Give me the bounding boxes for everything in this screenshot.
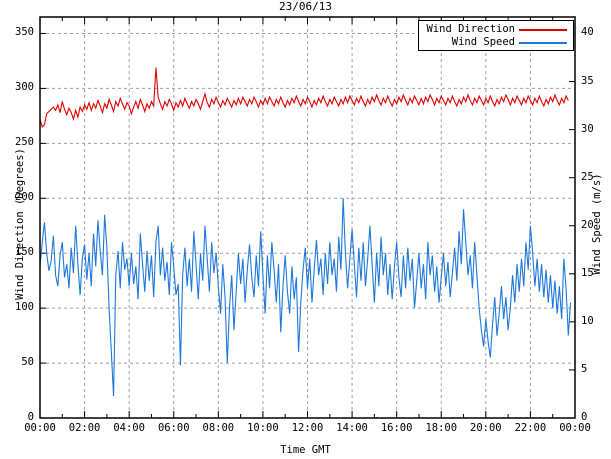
y-tick-label-right: 35 xyxy=(581,74,594,87)
legend-entry-wind-speed: Wind Speed xyxy=(419,36,573,49)
x-tick-label: 08:00 xyxy=(202,422,235,434)
y-tick-label-right: 15 xyxy=(581,266,594,279)
x-tick-label: 00:00 xyxy=(24,422,56,434)
x-tick-label: 16:00 xyxy=(380,422,413,434)
y-tick-label-left: 350 xyxy=(15,26,34,39)
x-axis-label: Time GMT xyxy=(280,444,331,456)
y-axis-label-left: Wind Direction (Degrees) xyxy=(14,148,26,300)
legend: Wind Direction Wind Speed xyxy=(418,20,574,51)
legend-entry-wind-direction: Wind Direction xyxy=(419,23,573,36)
x-tick-label: 04:00 xyxy=(113,422,145,434)
y-tick-label-right: 10 xyxy=(581,314,594,327)
x-tick-label: 18:00 xyxy=(425,422,458,434)
legend-color-swatch xyxy=(519,42,567,44)
y-tick-label-right: 30 xyxy=(581,122,594,135)
x-tick-label: 06:00 xyxy=(157,422,190,434)
y-tick-label-right: 5 xyxy=(581,362,588,375)
y-tick-label-right: 25 xyxy=(581,170,594,183)
y-tick-label-left: 300 xyxy=(15,81,34,94)
y-tick-label-left: 100 xyxy=(15,301,34,314)
y-tick-label-right: 40 xyxy=(581,26,594,39)
x-tick-label: 00:00 xyxy=(559,422,591,434)
y-tick-label-left: 200 xyxy=(15,191,34,204)
y-tick-label-left: 250 xyxy=(15,136,34,149)
chart-title: 23/06/13 xyxy=(279,0,332,13)
legend-label: Wind Direction xyxy=(426,23,515,35)
y-tick-label-right: 20 xyxy=(581,218,594,231)
y-tick-label-left: 0 xyxy=(27,411,34,423)
x-tick-label: 22:00 xyxy=(514,422,547,434)
x-tick-label: 02:00 xyxy=(68,422,101,434)
x-tick-label: 20:00 xyxy=(470,422,502,434)
y-tick-label-left: 50 xyxy=(21,356,34,369)
legend-label: Wind Speed xyxy=(451,36,515,48)
legend-color-swatch xyxy=(519,29,567,31)
y-tick-label-left: 150 xyxy=(15,246,34,259)
x-tick-label: 14:00 xyxy=(336,422,368,434)
x-tick-label: 10:00 xyxy=(247,422,279,434)
x-tick-label: 12:00 xyxy=(291,422,324,434)
y-tick-label-right: 0 xyxy=(581,411,588,423)
